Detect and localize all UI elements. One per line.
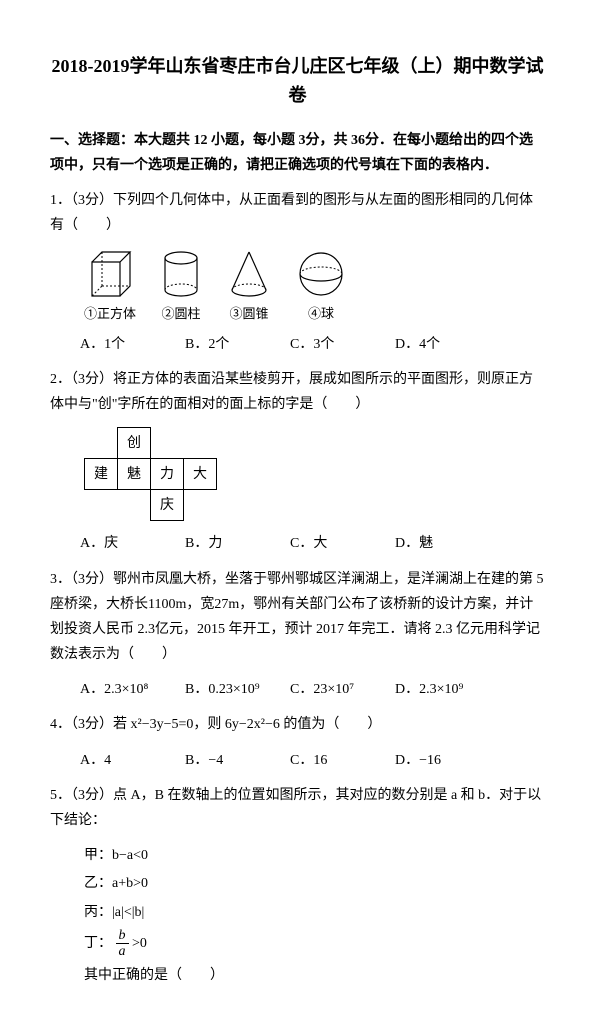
page-title: 2018-2019学年山东省枣庄市台儿庄区七年级（上）期中数学试卷 [50,52,545,110]
net-cell: 建 [85,459,118,490]
sphere-icon [296,248,346,300]
q4-options: A．4 B．−4 C．16 D．−16 [80,748,500,773]
q2-opt-a: A．庆 [80,531,185,556]
q5-stem: 5．（3分）点 A，B 在数轴上的位置如图所示，其对应的数分别是 a 和 b．对… [50,783,545,833]
net-cell: 力 [151,459,184,490]
q2-options: A．庆 B．力 C．大 D．魅 [80,531,500,556]
shape-cone: ③圆锥 [226,248,272,325]
q5-tail: 其中正确的是（ ） [84,963,545,988]
q1-opt-a: A．1个 [80,332,185,357]
q3-options: A．2.3×10⁸ B．0.23×10⁹ C．23×10⁷ D．2.3×10⁹ [80,677,500,702]
q2-opt-d: D．魅 [395,531,500,556]
q3-opt-a: A．2.3×10⁸ [80,677,185,702]
q2-opt-b: B．力 [185,531,290,556]
q5-ding: 丁： b a >0 [84,928,545,960]
shape-cube: ①正方体 [84,248,136,325]
q4-stem: 4．（3分）若 x²−3y−5=0，则 6y−2x²−6 的值为（ ） [50,712,545,737]
cone-icon [226,248,272,300]
q5-bing: 丙：|a|<|b| [84,900,545,925]
q3-stem: 3．（3分）鄂州市凤凰大桥，坐落于鄂州鄂城区洋澜湖上，是洋澜湖上在建的第 5 座… [50,567,545,668]
shape-sphere: ④球 [296,248,346,325]
q1-shapes: ①正方体 ②圆柱 ③圆锥 ④球 [84,248,545,325]
section-heading: 一、选择题：本大题共 12 小题，每小题 3分，共 36分．在每小题给出的四个选… [50,128,545,178]
q4-opt-d: D．−16 [395,748,500,773]
shape-cylinder-label: ②圆柱 [160,302,202,325]
q3-opt-d: D．2.3×10⁹ [395,677,500,702]
q2-opt-c: C．大 [290,531,395,556]
q1-options: A．1个 B．2个 C．3个 D．4个 [80,332,500,357]
net-cell: 大 [184,459,217,490]
net-cell: 创 [118,428,151,459]
q4-opt-a: A．4 [80,748,185,773]
q4-opt-c: C．16 [290,748,395,773]
net-cell: 庆 [151,490,184,521]
shape-cylinder: ②圆柱 [160,248,202,325]
q5-yi: 乙：a+b>0 [84,871,545,896]
shape-cube-label: ①正方体 [84,302,136,325]
cube-icon [84,248,136,300]
q4-opt-b: B．−4 [185,748,290,773]
q1-opt-b: B．2个 [185,332,290,357]
q3-opt-b: B．0.23×10⁹ [185,677,290,702]
q1-stem: 1．（3分）下列四个几何体中，从正面看到的图形与从左面的图形相同的几何体有（ ） [50,188,545,238]
q2-stem: 2．（3分）将正方体的表面沿某些棱剪开，展成如图所示的平面图形，则原正方体中与"… [50,367,545,417]
shape-sphere-label: ④球 [296,302,346,325]
net-cell: 魅 [118,459,151,490]
q5-ding-prefix: 丁： [84,936,112,951]
q3-opt-c: C．23×10⁷ [290,677,395,702]
q2-net: 创 建 魅 力 大 庆 [84,427,545,521]
shape-cone-label: ③圆锥 [226,302,272,325]
q1-opt-c: C．3个 [290,332,395,357]
q1-opt-d: D．4个 [395,332,500,357]
cylinder-icon [160,248,202,300]
q5-ding-suffix: >0 [132,936,147,951]
q5-jia: 甲：b−a<0 [84,843,545,868]
